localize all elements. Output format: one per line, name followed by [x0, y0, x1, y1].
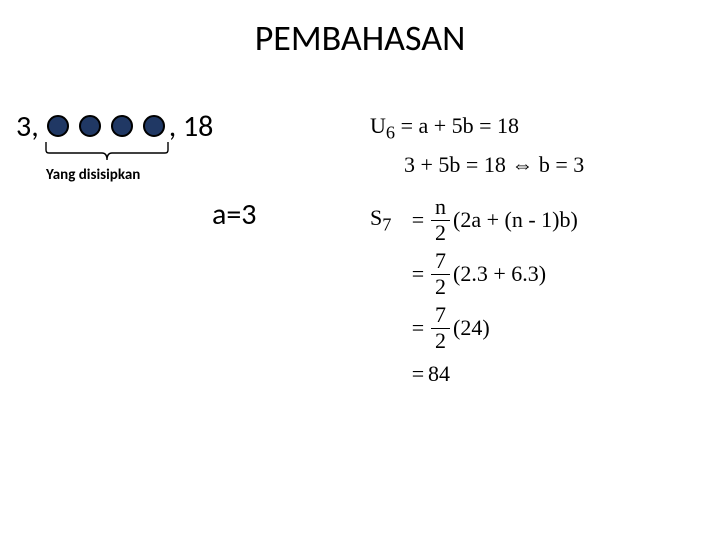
- fraction-denominator: 2: [431, 329, 450, 353]
- sequence-end: , 18: [169, 108, 214, 145]
- brace-label: Yang disisipkan: [46, 166, 140, 184]
- brace-icon: [44, 140, 174, 166]
- fraction: 7 2: [431, 303, 450, 352]
- equals-sign: =: [408, 361, 428, 387]
- sequence-start: 3,: [16, 108, 39, 145]
- fraction-numerator: 7: [431, 249, 450, 273]
- dot-icon: [47, 115, 69, 137]
- fraction: n 2: [431, 195, 450, 244]
- fraction: 7 2: [431, 249, 450, 298]
- sum-symbol: S: [370, 205, 382, 230]
- sum-result: 84: [428, 361, 450, 387]
- sum-line-1: S7 = n 2 (2a + (n - 1)b): [370, 198, 578, 242]
- dot-icon: [79, 115, 101, 137]
- fraction-numerator: 7: [431, 303, 450, 327]
- eq-rhs: = a + 5b = 18: [401, 113, 520, 138]
- sum-subscript: 7: [382, 214, 391, 234]
- equals-sign: =: [408, 261, 428, 287]
- equation-u6: U6 = a + 5b = 18: [370, 113, 519, 143]
- fraction-numerator: n: [431, 195, 450, 219]
- sum-equations: S7 = n 2 (2a + (n - 1)b) = 7 2 (2.3 + 6.…: [370, 198, 578, 398]
- eq-subscript: 6: [386, 122, 395, 142]
- sum-line-2: = 7 2 (2.3 + 6.3): [370, 252, 578, 296]
- dot-icon: [111, 115, 133, 137]
- sum-line1-rest: (2a + (n - 1)b): [453, 207, 578, 233]
- sequence: 3, , 18: [16, 108, 213, 144]
- equals-sign: =: [408, 207, 428, 233]
- sequence-dots: [47, 115, 165, 137]
- dot-icon: [143, 115, 165, 137]
- sum-line-3: = 7 2 (24): [370, 306, 578, 350]
- sum-lhs: S7: [370, 205, 408, 235]
- fraction-denominator: 2: [431, 221, 450, 245]
- a-equation: a=3: [212, 196, 257, 233]
- eq-lhs-symbol: U: [370, 113, 386, 138]
- equation-solve-b: 3 + 5b = 18 ⇔ b = 3: [404, 152, 584, 178]
- equals-sign: =: [408, 315, 428, 341]
- sum-line2-rest: (2.3 + 6.3): [453, 261, 546, 287]
- fraction-denominator: 2: [431, 275, 450, 299]
- sum-line3-rest: (24): [453, 315, 490, 341]
- page-title: PEMBAHASAN: [0, 16, 720, 60]
- sum-line-4: = 84: [370, 360, 578, 388]
